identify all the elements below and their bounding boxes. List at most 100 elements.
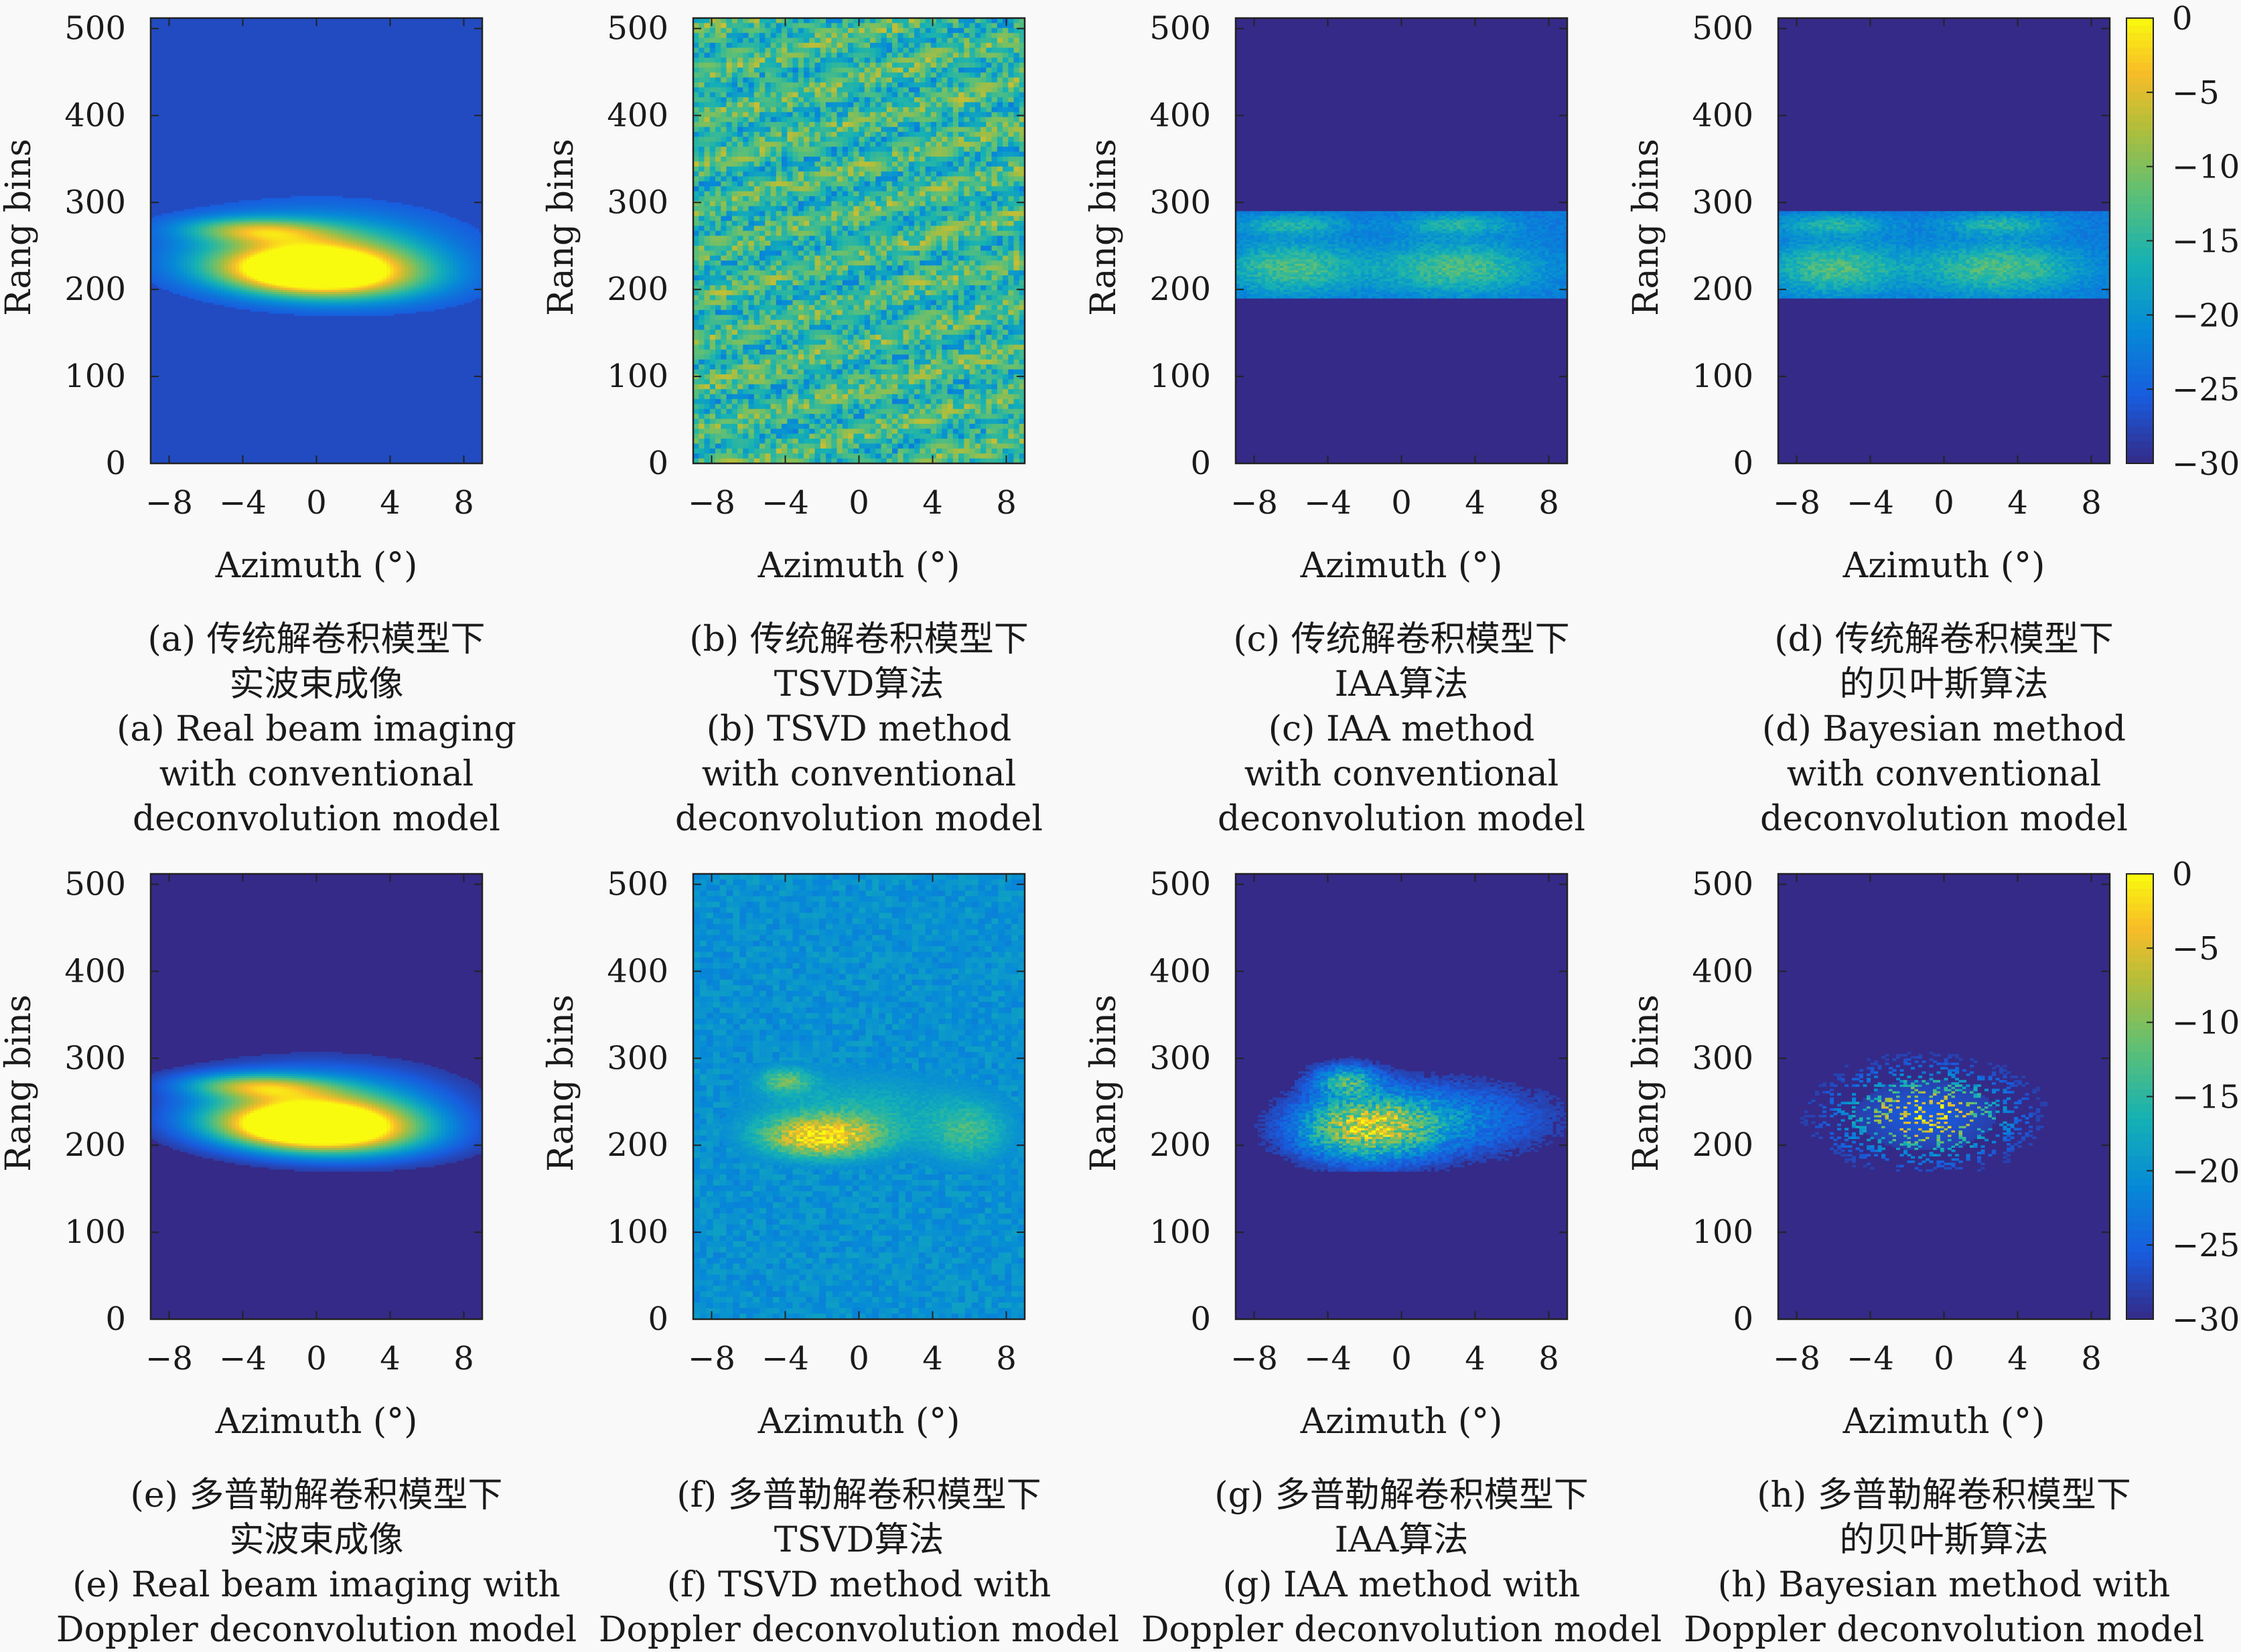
heatmap-cell — [705, 147, 711, 152]
heatmap-cell — [180, 226, 184, 229]
heatmap-cell — [188, 209, 192, 212]
heatmap-cell — [372, 263, 376, 266]
heatmap-cell — [693, 354, 699, 360]
heatmap-cell — [699, 453, 705, 459]
heatmap-cell — [732, 43, 738, 48]
heatmap-cell — [705, 211, 711, 216]
heatmap-cell — [715, 345, 721, 350]
heatmap-cell — [398, 272, 402, 275]
heatmap-cell — [228, 240, 232, 242]
heatmap-cell — [228, 305, 232, 307]
heatmap-cell — [442, 272, 446, 275]
heatmap-cell — [155, 226, 159, 229]
heatmap-cell — [727, 285, 733, 291]
heatmap-cell — [295, 309, 299, 312]
heatmap-cell — [335, 283, 339, 286]
heatmap-cell — [162, 263, 166, 266]
heatmap-cell — [165, 263, 169, 266]
heatmap-cell — [398, 222, 402, 225]
heatmap-cell — [398, 240, 402, 242]
heatmap-cell — [715, 221, 721, 226]
heatmap-cell — [335, 309, 339, 312]
heatmap-cell — [328, 231, 332, 234]
heatmap-cell — [394, 272, 398, 275]
heatmap-cell — [188, 254, 192, 257]
heatmap-cell — [715, 186, 721, 192]
heatmap-cell — [173, 240, 177, 242]
heatmap-cell — [350, 259, 354, 262]
heatmap-cell — [269, 309, 273, 312]
heatmap-cell — [727, 167, 733, 172]
heatmap-cell — [295, 272, 299, 275]
heatmap-cell — [346, 309, 350, 312]
heatmap-cell — [368, 268, 372, 271]
heatmap-cell — [438, 301, 442, 303]
heatmap-cell — [335, 196, 339, 199]
heatmap-cell — [372, 254, 376, 257]
heatmap-cell — [258, 268, 262, 271]
heatmap-cell — [320, 250, 324, 253]
heatmap-cell — [705, 58, 711, 63]
heatmap-cell — [693, 142, 699, 147]
heatmap-cell — [276, 218, 280, 220]
heatmap-cell — [280, 235, 284, 238]
heatmap-cell — [298, 305, 302, 307]
heatmap-cell — [342, 226, 346, 229]
heatmap-cell — [228, 218, 232, 220]
heatmap-cell — [364, 246, 368, 248]
heatmap-cell — [313, 254, 317, 257]
heatmap-cell — [409, 246, 413, 248]
heatmap-cell — [727, 192, 733, 197]
heatmap-cell — [405, 263, 409, 266]
heatmap-cell — [357, 305, 361, 307]
heatmap-cell — [291, 198, 295, 201]
heatmap-cell — [261, 254, 265, 257]
heatmap-cell — [324, 296, 328, 299]
heatmap-cell — [202, 214, 206, 216]
heatmap-cell — [320, 277, 324, 279]
heatmap-cell — [457, 292, 461, 295]
heatmap-cell — [199, 222, 203, 225]
heatmap-cell — [276, 231, 280, 234]
heatmap-cell — [317, 309, 321, 312]
heatmap-cell — [405, 283, 409, 286]
heatmap-cell — [239, 272, 243, 275]
heatmap-cell — [445, 277, 449, 279]
heatmap-cell — [467, 254, 472, 257]
heatmap-cell — [394, 214, 398, 216]
heatmap-cell — [295, 305, 299, 307]
heatmap-cell — [354, 283, 358, 286]
heatmap-cell — [405, 250, 409, 253]
heatmap-cell — [254, 259, 258, 262]
heatmap-cell — [232, 277, 236, 279]
heatmap-cell — [467, 287, 472, 290]
heatmap-cell — [261, 202, 265, 205]
heatmap-cell — [305, 254, 309, 257]
heatmap-cell — [305, 214, 309, 216]
heatmap-cell — [732, 157, 738, 162]
heatmap-cell — [335, 287, 339, 290]
heatmap-cell — [705, 241, 711, 246]
heatmap-cell — [401, 272, 405, 275]
heatmap-cell — [438, 246, 442, 248]
heatmap-cell — [280, 209, 284, 212]
heatmap-cell — [155, 263, 159, 266]
heatmap-cell — [409, 287, 413, 290]
heatmap-cell — [420, 214, 424, 216]
heatmap-cell — [449, 301, 453, 303]
heatmap-cell — [715, 399, 721, 404]
heatmap-cell — [254, 296, 258, 299]
heatmap-cell — [195, 254, 199, 257]
heatmap-cell — [192, 235, 196, 238]
heatmap-cell — [283, 268, 287, 271]
heatmap-cell — [710, 186, 716, 192]
heatmap-cell — [398, 296, 402, 299]
heatmap-cell — [394, 226, 398, 229]
heatmap-cell — [721, 211, 727, 216]
heatmap-cell — [693, 310, 699, 315]
heatmap-cell — [328, 254, 332, 257]
heatmap-cell — [332, 254, 336, 257]
heatmap-cell — [287, 214, 291, 216]
heatmap-cell — [693, 300, 699, 305]
heatmap-cell — [332, 202, 336, 205]
